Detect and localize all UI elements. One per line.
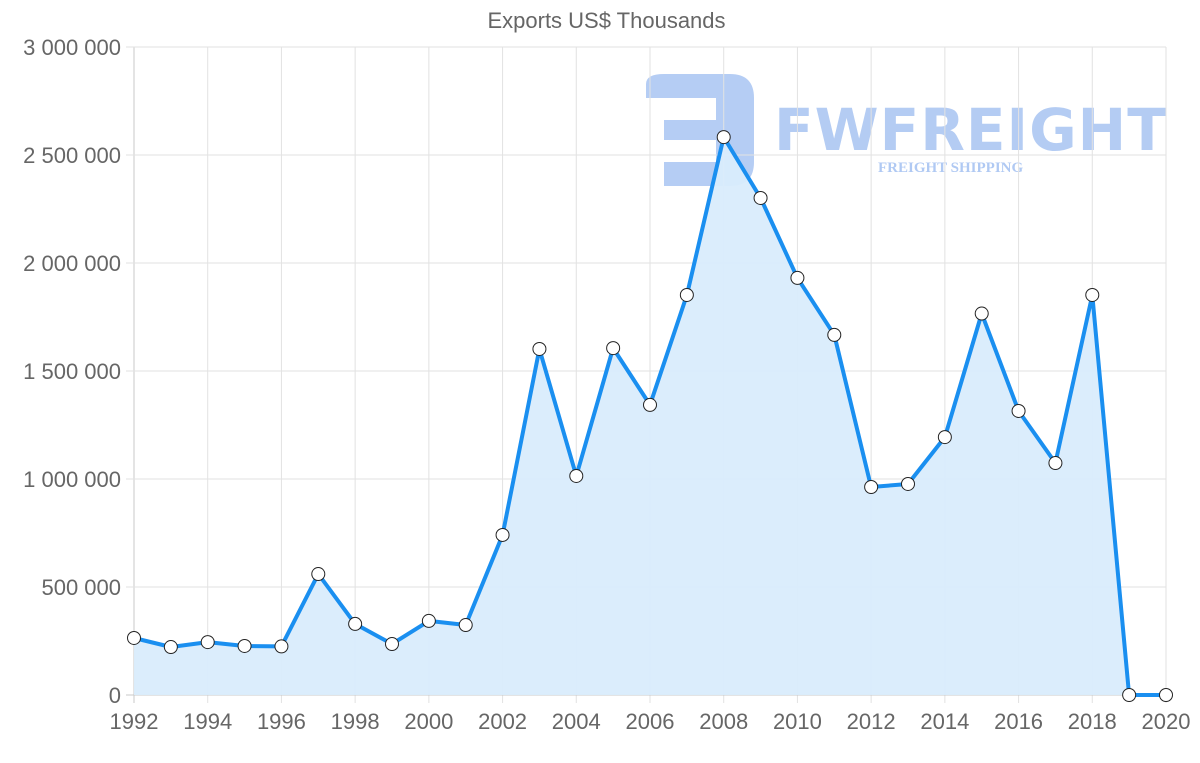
data-point-2010[interactable]	[790, 270, 805, 285]
y-tick-label: 1 500 000	[23, 359, 121, 384]
data-points	[127, 130, 1173, 702]
x-tick-label: 2016	[994, 709, 1043, 734]
data-point-2009[interactable]	[753, 190, 768, 205]
x-tick-label: 2002	[478, 709, 527, 734]
data-point-2016[interactable]	[1011, 403, 1026, 418]
y-tick-label: 3 000 000	[23, 35, 121, 60]
data-point-2008[interactable]	[716, 130, 731, 145]
x-tick-label: 2006	[626, 709, 675, 734]
data-point-2003[interactable]	[532, 341, 547, 356]
data-point-1999[interactable]	[385, 637, 399, 652]
x-tick-label: 2012	[847, 709, 896, 734]
data-point-2020[interactable]	[1159, 688, 1173, 702]
chart-title: Exports US$ Thousands	[487, 8, 726, 33]
data-point-2015[interactable]	[974, 306, 989, 321]
x-tick-label: 2018	[1068, 709, 1117, 734]
area-fill	[134, 137, 1166, 696]
x-tick-label: 2014	[920, 709, 969, 734]
data-point-1998[interactable]	[348, 616, 363, 631]
y-tick-label: 2 500 000	[23, 143, 121, 168]
data-point-2000[interactable]	[421, 613, 436, 628]
data-point-1993[interactable]	[163, 640, 178, 655]
data-point-2019[interactable]	[1122, 688, 1137, 702]
x-tick-label: 2004	[552, 709, 601, 734]
data-point-2013[interactable]	[901, 476, 915, 491]
y-tick-label: 500 000	[41, 575, 121, 600]
x-tick-label: 1992	[110, 709, 159, 734]
data-point-2004[interactable]	[569, 468, 584, 483]
data-point-2011[interactable]	[827, 327, 842, 342]
x-tick-label: 1994	[183, 709, 232, 734]
data-point-2001[interactable]	[458, 618, 473, 633]
y-tick-label: 2 000 000	[23, 251, 121, 276]
data-point-1995[interactable]	[237, 638, 252, 653]
data-point-2012[interactable]	[864, 479, 879, 494]
x-tick-label: 1998	[331, 709, 380, 734]
y-tick-label: 1 000 000	[23, 467, 121, 492]
data-point-2006[interactable]	[643, 397, 657, 412]
y-tick-label: 0	[109, 683, 121, 708]
data-point-2018[interactable]	[1085, 287, 1100, 302]
data-point-1996[interactable]	[274, 639, 289, 654]
data-point-2014[interactable]	[937, 430, 952, 445]
data-point-1994[interactable]	[200, 635, 215, 650]
data-point-1992[interactable]	[127, 630, 141, 645]
data-point-1997[interactable]	[311, 567, 326, 582]
data-point-2017[interactable]	[1048, 456, 1063, 471]
x-tick-label: 2010	[773, 709, 822, 734]
data-point-2002[interactable]	[495, 527, 510, 542]
x-tick-label: 1996	[257, 709, 306, 734]
x-axis-ticks: 1992 1994 1996 1998 2000 2002 2004 2006 2008 2010…	[110, 709, 1191, 734]
data-point-2007[interactable]	[679, 287, 694, 302]
area-fill-path	[134, 137, 1166, 696]
y-axis-ticks: 0 500 000 1 000 000 1 500 000 2 000 000 2 500…	[23, 35, 121, 708]
x-tick-label: 2000	[404, 709, 453, 734]
x-tick-label: 2020	[1142, 709, 1191, 734]
x-tick-label: 2008	[699, 709, 748, 734]
data-point-2005[interactable]	[606, 341, 621, 356]
